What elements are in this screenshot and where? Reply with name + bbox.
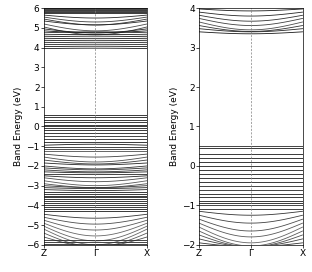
Y-axis label: Band Energy (eV): Band Energy (eV) bbox=[14, 87, 23, 166]
Y-axis label: Band Energy (eV): Band Energy (eV) bbox=[170, 87, 179, 166]
